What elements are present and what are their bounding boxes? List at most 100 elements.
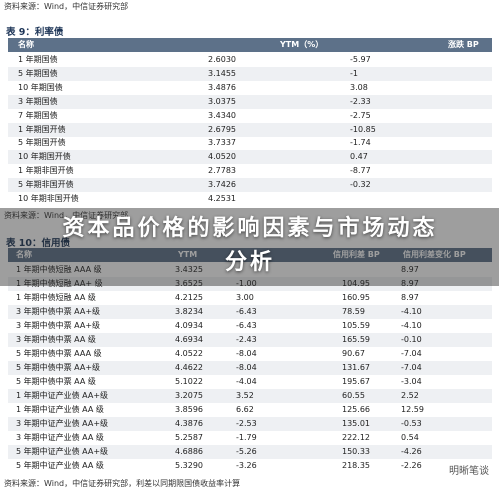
table-row: 1 年期中债短融 AA 级 4.2125 3.00 160.95 8.97 (8, 291, 492, 305)
table-row: 10 年期非国开债 4.2531 (8, 192, 492, 206)
table-cell: 135.01 (342, 419, 370, 428)
table-cell: 105.59 (342, 321, 370, 330)
table-cell: -5.26 (236, 447, 257, 456)
table-row: 3 年期中债中票 AA 级 4.6934 -2.43 165.59 -0.10 (8, 333, 492, 347)
table-cell: 5 年期中证产业债 AA+级 (16, 447, 109, 456)
table-cell: 3.08 (350, 82, 368, 92)
table-cell: 0.47 (350, 152, 368, 162)
table-cell: 3.52 (236, 391, 254, 400)
table-cell: -2.75 (350, 110, 371, 120)
table-cell: -2.53 (236, 419, 257, 428)
table-cell: 60.55 (342, 391, 365, 400)
table-cell: 4.0934 (175, 321, 203, 330)
header-cell: 信用利差 BP (333, 250, 380, 259)
table-cell: -6.43 (236, 321, 257, 330)
table-cell: 1 年期中债短融 AA+ 级 (16, 279, 103, 288)
table-cell: 5 年期中债中票 AA 级 (16, 377, 96, 386)
table-cell: -8.04 (236, 363, 257, 372)
table-cell: 3.6525 (175, 279, 203, 288)
table-cell: -3.26 (236, 461, 257, 470)
table-cell: 195.67 (342, 377, 370, 386)
table-cell: 1 年期中债短融 AA 级 (16, 293, 96, 302)
table-cell: 5.2587 (175, 433, 203, 442)
table-cell: 5 年期中证产业债 AA 级 (16, 461, 104, 470)
header-cell: YTM（%） (280, 40, 324, 49)
table-cell: -1.79 (236, 433, 257, 442)
table-cell: 2.6795 (208, 124, 236, 134)
table-cell: 160.95 (342, 293, 370, 302)
table-row: 3 年期中债中票 AA+级 3.8234 -6.43 78.59 -4.10 (8, 305, 492, 319)
table-header: 名称 YTM（%） 涨跌 BP (8, 38, 492, 52)
overlay-band (0, 208, 499, 286)
table-cell: 3.1455 (208, 68, 236, 78)
table-cell: -2.43 (236, 335, 257, 344)
table-cell: -0.10 (401, 335, 422, 344)
table-cell: 1 年期非国开债 (18, 166, 74, 176)
source-note: 资料来源：Wind，中信证券研究部，利差以同期限国债收益率计算 (4, 479, 241, 488)
table-cell: 5 年期中债中票 AA+级 (16, 363, 101, 372)
table-cell: 3.7337 (208, 138, 236, 148)
table-cell: 3.4325 (175, 265, 203, 274)
table-row: 1 年期中债短融 AA+ 级 3.6525 -1.00 104.95 8.97 (8, 277, 492, 291)
table-header: 名称 YTM 信用利差 BP 信用利差变化 BP (8, 248, 492, 262)
table-cell: -4.26 (401, 447, 422, 456)
table-cell: 2.6030 (208, 55, 236, 64)
table-cell: 5 年期国开债 (18, 138, 66, 148)
table-cell: 4.6934 (175, 335, 203, 344)
header-cell: YTM (178, 250, 198, 259)
table-cell: -8.04 (236, 349, 257, 358)
table-row: 5 年期中证产业债 AA 级 5.3290 -3.26 218.35 -2.26 (8, 459, 492, 473)
table-cell: 4.2531 (208, 194, 236, 203)
table-cell: 1 年期中债短融 AAA 级 (16, 265, 102, 274)
table-cell: 3.8596 (175, 405, 203, 414)
table-cell: 3 年期中债中票 AA 级 (16, 335, 96, 344)
table-cell: 5 年期中债中票 AAA 级 (16, 349, 102, 358)
table-row: 7 年期国债 3.4340 -2.75 (8, 109, 492, 123)
table-cell: -7.04 (401, 363, 422, 372)
table-cell: 2.52 (401, 391, 419, 400)
table-cell: -10.85 (350, 124, 376, 134)
table-row: 3 年期中证产业债 AA 级 5.2587 -1.79 222.12 0.54 (8, 431, 492, 445)
table-cell: -1.74 (350, 138, 371, 148)
table-cell: 165.59 (342, 335, 370, 344)
table-cell: -1.00 (236, 279, 257, 288)
table-cell: 5 年期非国开债 (18, 180, 74, 190)
table-cell: 3 年期中债中票 AA+级 (16, 307, 101, 316)
table-cell: 78.59 (342, 307, 365, 316)
table-cell: 3 年期中债中票 AA+级 (16, 321, 101, 330)
table-row: 1 年期国债 2.6030 -5.97 (8, 53, 492, 67)
table-row: 5 年期非国开债 3.7426 -0.32 (8, 178, 492, 193)
table-row: 10 年期国开债 4.0520 0.47 (8, 150, 492, 165)
table-cell: 4.0522 (175, 349, 203, 358)
table-cell: 4.2125 (175, 293, 203, 302)
table-cell: 5.1022 (175, 377, 203, 386)
table-cell: -6.43 (236, 307, 257, 316)
table-cell: 8.97 (401, 293, 419, 302)
table-cell: -4.04 (236, 377, 257, 386)
table-cell: 10 年期非国开债 (18, 194, 79, 203)
header-cell: 名称 (18, 40, 34, 49)
table-row: 5 年期国开债 3.7337 -1.74 (8, 136, 492, 150)
table-row: 10 年期国债 3.4876 3.08 (8, 81, 492, 95)
table-row: 1 年期非国开债 2.7783 -8.77 (8, 164, 492, 178)
table-cell: 3.8234 (175, 307, 203, 316)
table-cell: -2.26 (401, 461, 422, 470)
table-cell: 3 年期中证产业债 AA 级 (16, 433, 104, 442)
table-cell: 90.67 (342, 349, 365, 358)
table-row: 3 年期国债 3.0375 -2.33 (8, 94, 492, 109)
table-cell: 5 年期国债 (18, 68, 58, 78)
table-cell: 3.4340 (208, 110, 236, 120)
table-cell: 218.35 (342, 461, 370, 470)
table-cell: -2.33 (350, 96, 371, 106)
table-row: 1 年期中证产业债 AA+级 3.2075 3.52 60.55 2.52 (8, 389, 492, 403)
table-cell: 5.3290 (175, 461, 203, 470)
table-cell: 8.97 (401, 279, 419, 288)
table-cell: 4.4622 (175, 363, 203, 372)
watermark: 明晰笔谈 (449, 466, 489, 477)
source-note: 资料来源：Wind，中信证券研究部 (4, 211, 129, 220)
table-row: 5 年期中债中票 AA 级 5.1022 -4.04 195.67 -3.04 (8, 375, 492, 389)
table-cell: 2.7783 (208, 166, 236, 176)
table-cell: 10 年期国债 (18, 82, 63, 92)
table-cell: 7 年期国债 (18, 110, 58, 120)
table-row: 5 年期国债 3.1455 -1 (8, 66, 492, 81)
